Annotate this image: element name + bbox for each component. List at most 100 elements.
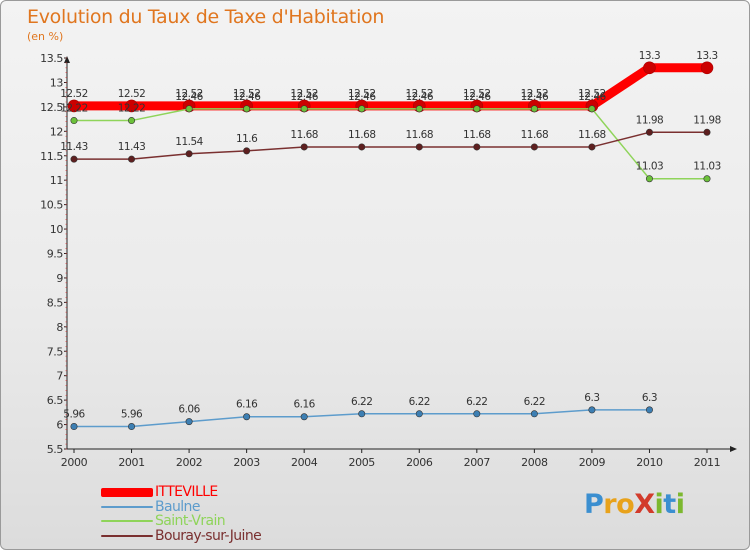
- y-tick-label: 8.5: [47, 296, 64, 309]
- legend-swatch: [101, 487, 153, 497]
- data-point: [128, 155, 136, 163]
- data-label: 12.46: [290, 91, 318, 103]
- data-label: 11.98: [636, 114, 664, 126]
- y-tick-label: 7.5: [47, 345, 64, 358]
- data-label: 12.52: [233, 88, 261, 100]
- data-point: [645, 128, 653, 136]
- logo-letter: P: [584, 489, 604, 520]
- data-point: [128, 423, 136, 431]
- data-point: [703, 175, 711, 183]
- data-label: 11.68: [463, 129, 491, 141]
- data-label: 12.52: [463, 88, 491, 100]
- data-label: 6.22: [351, 396, 372, 408]
- data-label: 12.52: [175, 88, 203, 100]
- series-line-saint-vrain: [73, 108, 708, 180]
- y-tick-label: 12.5: [40, 101, 63, 114]
- y-tick-label: 8: [56, 321, 63, 334]
- data-point: [530, 143, 538, 151]
- data-point: [185, 418, 193, 426]
- logo-letter: r: [603, 489, 617, 520]
- x-tick-label: 2001: [118, 456, 144, 469]
- data-point: [67, 99, 81, 113]
- data-point: [358, 105, 366, 113]
- data-label: 13.3: [696, 50, 717, 62]
- data-point: [415, 143, 423, 151]
- data-label: 12.52: [60, 88, 88, 100]
- data-point: [473, 143, 481, 151]
- data-point: [473, 105, 481, 113]
- x-tick-label: 2005: [349, 456, 376, 469]
- data-label: 11.43: [60, 141, 88, 153]
- data-point: [588, 105, 596, 113]
- x-tick-label: 2003: [233, 456, 260, 469]
- y-tick-label: 7: [56, 370, 63, 383]
- series-line-itteville: [69, 63, 712, 111]
- y-tick-label: 6.5: [47, 394, 64, 407]
- logo-letter: o: [616, 489, 635, 520]
- unit-label: (en %): [27, 30, 64, 43]
- x-tick-label: 2011: [694, 456, 720, 469]
- legend-label: Bouray-sur-Juine: [155, 527, 262, 544]
- series-line-bouray-sur-juine: [73, 131, 708, 160]
- y-axis-arrow: [64, 56, 70, 63]
- data-label: 11.68: [348, 129, 376, 141]
- data-label: 12.46: [348, 91, 376, 103]
- data-label: 13.3: [639, 50, 660, 62]
- data-label: 11.68: [521, 129, 549, 141]
- y-tick-label: 6: [56, 419, 63, 432]
- data-point: [300, 105, 308, 113]
- logo-letter: i: [675, 489, 685, 520]
- data-point: [473, 410, 481, 418]
- x-tick-label: 2010: [636, 456, 663, 469]
- data-label: 6.22: [466, 396, 487, 408]
- data-point: [645, 406, 653, 414]
- data-point: [128, 117, 136, 125]
- x-tick-label: 2006: [406, 456, 433, 469]
- data-label: 6.3: [642, 392, 657, 404]
- data-label: 12.52: [290, 88, 318, 100]
- chart-title: Evolution du Taux de Taxe d'Habitation: [27, 6, 385, 28]
- data-point: [530, 105, 538, 113]
- data-point: [588, 406, 596, 414]
- data-point: [185, 105, 193, 113]
- data-label: 5.96: [121, 409, 143, 421]
- data-point: [415, 105, 423, 113]
- data-point: [358, 410, 366, 418]
- data-point: [700, 61, 714, 75]
- y-tick-label: 10: [50, 223, 64, 236]
- data-label: 6.22: [524, 396, 545, 408]
- proxiti-logo: ProXiti: [584, 489, 685, 520]
- data-point: [530, 410, 538, 418]
- y-tick-label: 11: [50, 174, 63, 187]
- y-tick-label: 9: [56, 272, 63, 285]
- logo-letter: i: [654, 489, 664, 520]
- data-point: [415, 410, 423, 418]
- data-label: 6.3: [584, 392, 599, 404]
- y-tick-label: 9.5: [47, 248, 64, 261]
- logo-letter: X: [634, 489, 655, 520]
- data-label: 12.52: [521, 88, 549, 100]
- data-point: [185, 150, 193, 158]
- legend-label: ITTEVILLE: [155, 484, 218, 500]
- legend-label: Saint-Vrain: [155, 513, 226, 529]
- data-label: 6.16: [293, 399, 315, 411]
- data-label: 12.46: [578, 91, 606, 103]
- y-tick-label: 13.5: [40, 52, 63, 65]
- data-label: 12.52: [405, 88, 433, 100]
- data-point: [703, 128, 711, 136]
- x-tick-label: 2002: [176, 456, 202, 469]
- data-label: 12.22: [60, 103, 88, 115]
- data-label: 12.52: [578, 88, 606, 100]
- x-tick-label: 2009: [579, 456, 606, 469]
- x-tick-label: 2000: [61, 456, 88, 469]
- data-point: [125, 99, 138, 113]
- data-point: [70, 117, 78, 125]
- data-label: 11.98: [693, 114, 721, 126]
- data-label: 11.54: [175, 136, 203, 148]
- data-label: 11.03: [636, 161, 664, 173]
- legend-swatch: [101, 534, 153, 537]
- data-point: [300, 413, 308, 421]
- legend-swatch: [101, 520, 153, 522]
- y-tick-label: 12: [50, 125, 63, 138]
- data-point: [70, 155, 78, 163]
